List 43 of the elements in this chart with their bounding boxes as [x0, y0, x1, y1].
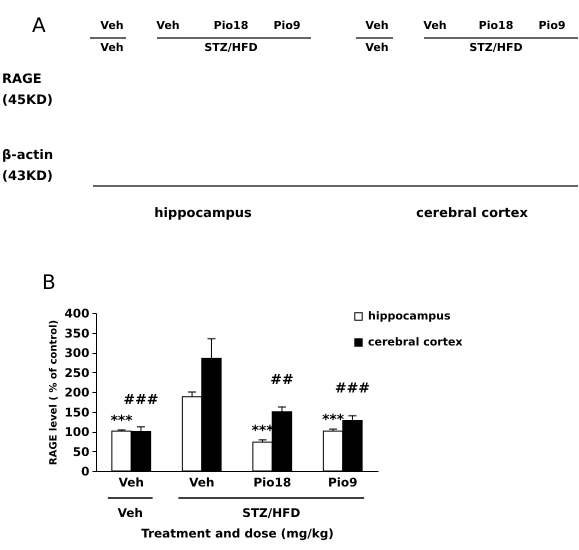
y-tick-label: 250	[64, 366, 90, 380]
x-tick-label: Pio9	[328, 476, 358, 490]
data-label: ***	[322, 412, 345, 428]
y-tick-label: 350	[64, 326, 90, 340]
text: Pio18	[478, 19, 514, 32]
text: β-actin (43KD)	[2, 148, 54, 184]
legend-label: hippocampus	[368, 310, 452, 322]
text: STZ/HFD	[469, 41, 523, 54]
data-label: ###	[123, 392, 159, 408]
text: Pio9	[538, 19, 566, 32]
y-tick-label: 150	[64, 405, 90, 420]
text: hippocampus	[154, 206, 252, 221]
chart-title: B	[42, 270, 56, 294]
text: Veh	[365, 19, 389, 32]
text: Pio18	[214, 19, 248, 32]
text: Veh	[100, 41, 124, 54]
legend-label: cerebral cortex	[368, 336, 463, 348]
text: Veh	[100, 19, 124, 32]
y-tick-label: 0	[81, 464, 90, 478]
text: Pio9	[273, 19, 301, 32]
x-tick-label: Pio18	[253, 476, 292, 490]
y-tick-label: 50	[72, 444, 90, 459]
text: Veh	[156, 19, 180, 32]
data-label: ##	[270, 372, 294, 388]
x-tick-label: Veh	[118, 476, 144, 490]
y-axis-title: RAGE level ( % of control)	[48, 320, 60, 466]
x-tick-label: Veh	[189, 476, 214, 490]
text: Veh	[423, 19, 447, 32]
y-tick-label: 200	[64, 386, 90, 400]
text: RAGE (45KD)	[2, 72, 53, 108]
data-label: ***	[110, 412, 134, 429]
y-tick-label: 100	[64, 425, 90, 439]
text: STZ/HFD	[204, 41, 258, 54]
text: STZ/HFD	[242, 506, 300, 520]
text: Veh	[118, 506, 143, 520]
y-tick-label: 400	[64, 306, 90, 320]
text: Veh	[365, 41, 389, 54]
y-tick-label: 300	[64, 346, 90, 360]
x-axis-title: Treatment and dose (mg/kg)	[141, 526, 334, 540]
text: A	[32, 13, 46, 37]
data-label: ***	[252, 422, 274, 439]
data-label: ###	[334, 380, 370, 397]
text: cerebral cortex	[416, 206, 528, 221]
